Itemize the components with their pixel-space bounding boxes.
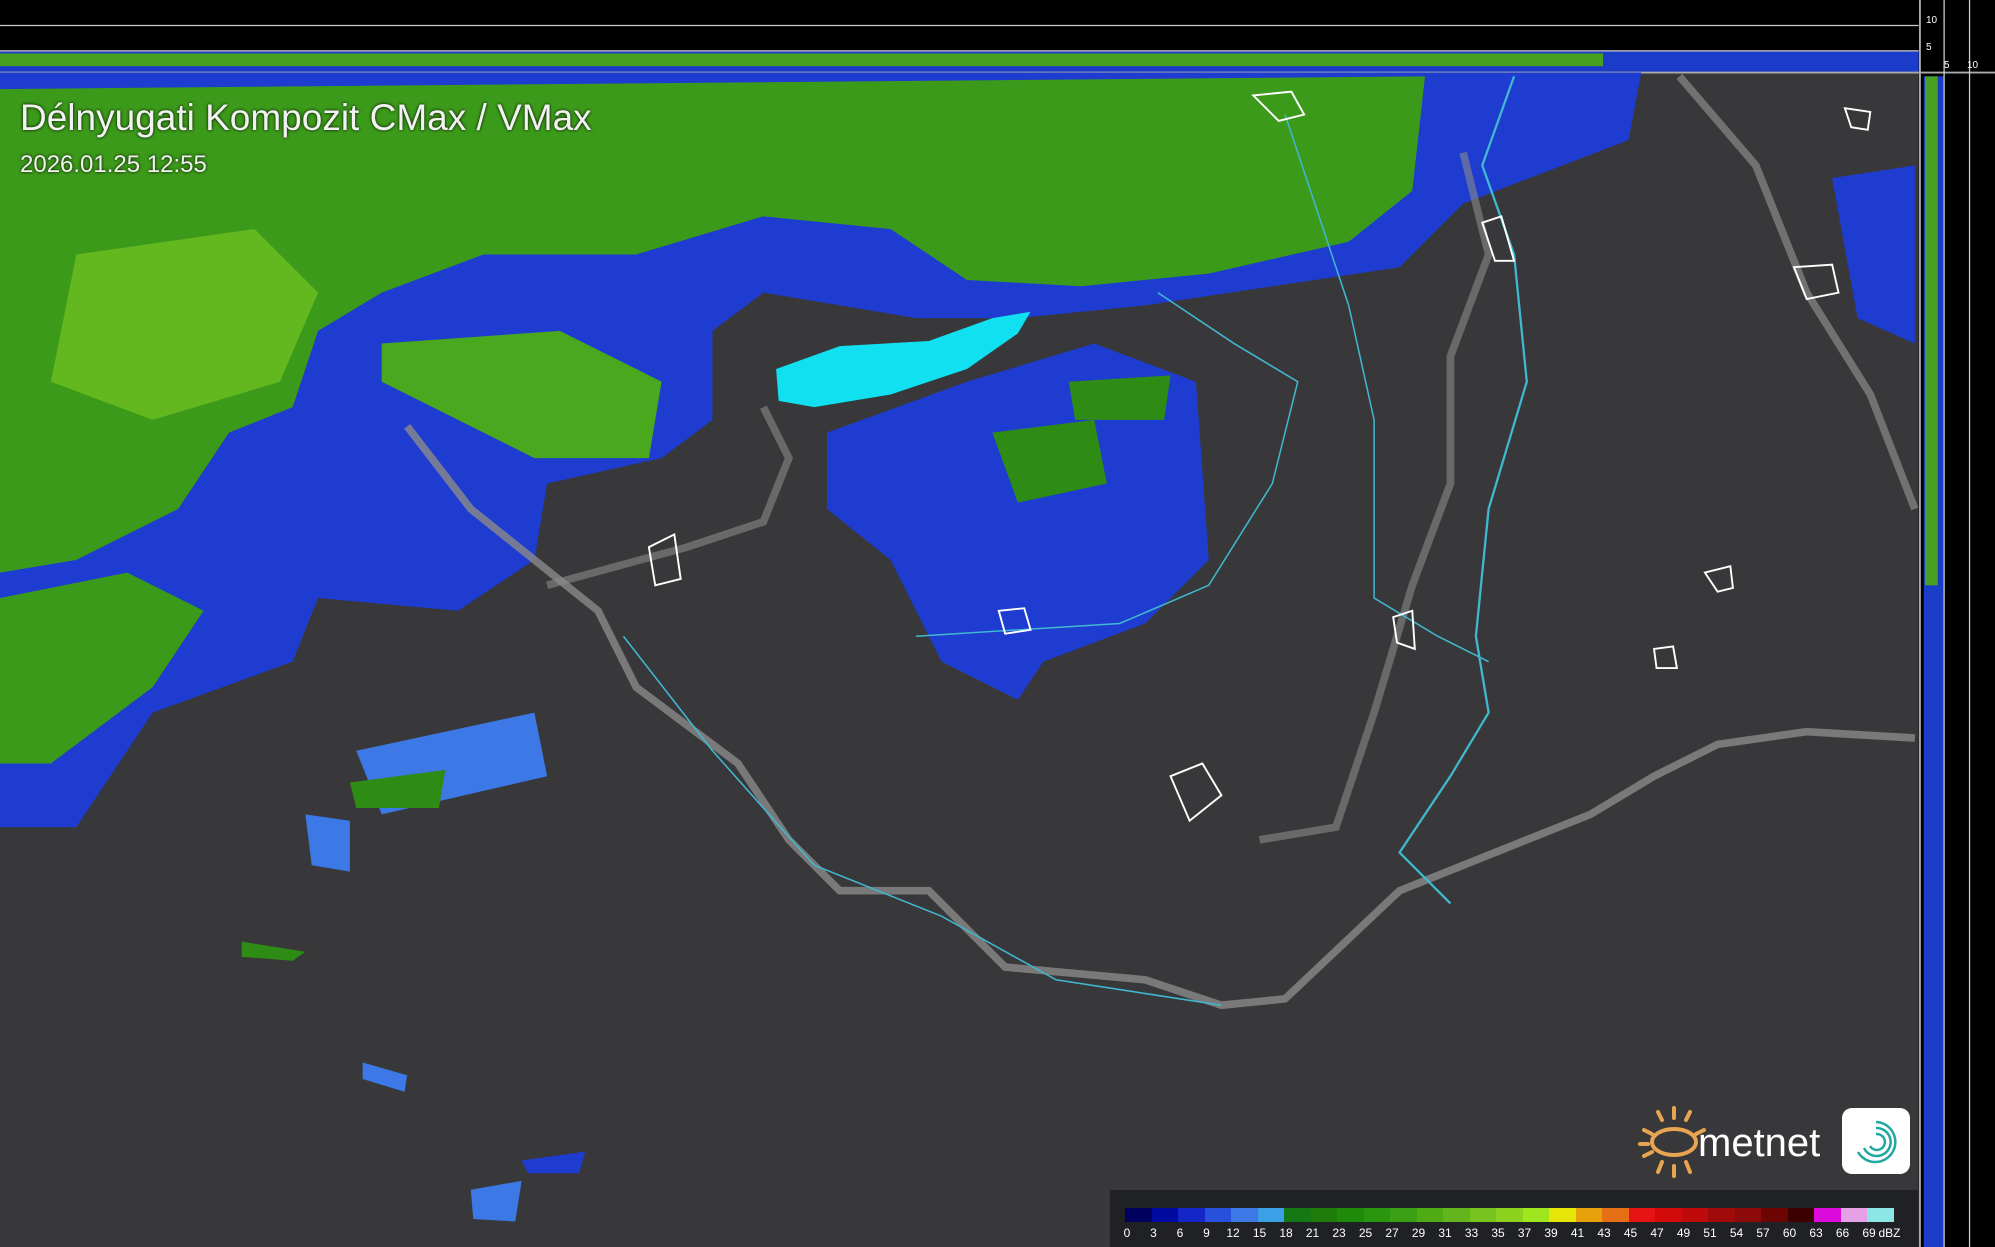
legend-tick-label: 0	[1123, 1226, 1131, 1240]
legend-tick-label: 43	[1597, 1226, 1611, 1240]
legend-swatch	[1761, 1208, 1788, 1222]
legend-swatch	[1151, 1208, 1179, 1222]
legend-swatch	[1840, 1208, 1868, 1222]
legend-tick-label: 66	[1835, 1226, 1850, 1240]
legend-tick-label: 6	[1176, 1226, 1184, 1240]
top-tick-10: 10	[1926, 15, 1938, 26]
legend-tick-label: 33	[1464, 1226, 1479, 1240]
legend-tick-label: 51	[1703, 1226, 1717, 1240]
legend-tick-label: 69	[1862, 1226, 1876, 1240]
legend-swatch	[1390, 1208, 1417, 1222]
legend-swatch	[1416, 1208, 1444, 1222]
legend-tick-label: 35	[1491, 1226, 1505, 1240]
legend-swatch	[1125, 1208, 1152, 1222]
right-tick-10: 10	[1967, 60, 1979, 71]
legend-swatch	[1522, 1208, 1550, 1222]
legend-swatch	[1814, 1208, 1841, 1222]
legend-unit: dBZ	[1878, 1226, 1901, 1240]
map-timestamp: 2026.01.25 12:55	[20, 151, 207, 178]
dbz-color-legend: 0 3 6 9 12 15 18 21 23 25 27 29 31 33 35 37 39 41 43 45 47 49…	[1110, 1190, 1918, 1247]
legend-tick-label: 60	[1782, 1226, 1797, 1240]
legend-swatch	[1549, 1208, 1576, 1222]
legend-tick-label: 39	[1544, 1226, 1558, 1240]
legend-swatch	[1284, 1208, 1311, 1222]
legend-tick-label: 49	[1676, 1226, 1691, 1240]
legend-tick-label: 31	[1438, 1226, 1452, 1240]
legend-swatch	[1257, 1208, 1285, 1222]
legend-tick-label: 25	[1358, 1226, 1373, 1240]
legend-tick-label: 27	[1385, 1226, 1399, 1240]
top-tick-5: 5	[1926, 42, 1932, 53]
legend-swatch	[1496, 1208, 1523, 1222]
legend-tick-label: 29	[1411, 1226, 1426, 1240]
legend-tick-label: 3	[1150, 1226, 1157, 1240]
legend-swatch	[1655, 1208, 1682, 1222]
metnet-logo: metnet	[1636, 1102, 1916, 1180]
legend-tick-label: 47	[1650, 1226, 1664, 1240]
legend-swatch	[1178, 1208, 1205, 1222]
legend-tick-label: 63	[1809, 1226, 1823, 1240]
river	[1398, 75, 1528, 905]
precipitation-green	[0, 76, 1425, 961]
city-outlines	[647, 90, 1872, 823]
legend-tick-label: 21	[1305, 1226, 1320, 1240]
lake	[776, 311, 1031, 408]
sun-icon: metnet	[1638, 1106, 1910, 1178]
swirl-icon	[1856, 1120, 1897, 1164]
legend-tick-label: 41	[1570, 1226, 1585, 1240]
legend-swatch	[1708, 1208, 1735, 1222]
legend-swatch	[1734, 1208, 1762, 1222]
legend-tick-label: 23	[1332, 1226, 1346, 1240]
legend-swatch	[1628, 1208, 1656, 1222]
legend-tick-label: 12	[1226, 1226, 1240, 1240]
legend-tick-label: 37	[1517, 1226, 1532, 1240]
legend-swatch	[1204, 1208, 1232, 1222]
legend-tick-label: 9	[1203, 1226, 1210, 1240]
map-title: Délnyugati Kompozit CMax / VMax	[20, 97, 592, 138]
legend-swatch	[1443, 1208, 1470, 1222]
legend-swatch	[1681, 1208, 1709, 1222]
legend-swatch	[1310, 1208, 1338, 1222]
legend-swatch	[1469, 1208, 1497, 1222]
legend-tick-label: 15	[1252, 1226, 1267, 1240]
legend-tick-label: 18	[1279, 1226, 1293, 1240]
legend-swatch	[1602, 1208, 1629, 1222]
legend-swatch	[1363, 1208, 1391, 1222]
legend-swatch	[1575, 1208, 1603, 1222]
legend-tick-label: 57	[1756, 1226, 1770, 1240]
logo-text: metnet	[1698, 1121, 1820, 1165]
legend-swatch	[1867, 1208, 1894, 1222]
legend-swatch	[1231, 1208, 1258, 1222]
legend-swatch	[1787, 1208, 1815, 1222]
country-border	[404, 423, 1916, 1010]
legend-swatch	[1337, 1208, 1364, 1222]
legend-tick-label: 45	[1623, 1226, 1638, 1240]
legend-tick-label: 54	[1729, 1226, 1744, 1240]
right-tick-5: 5	[1944, 60, 1950, 71]
